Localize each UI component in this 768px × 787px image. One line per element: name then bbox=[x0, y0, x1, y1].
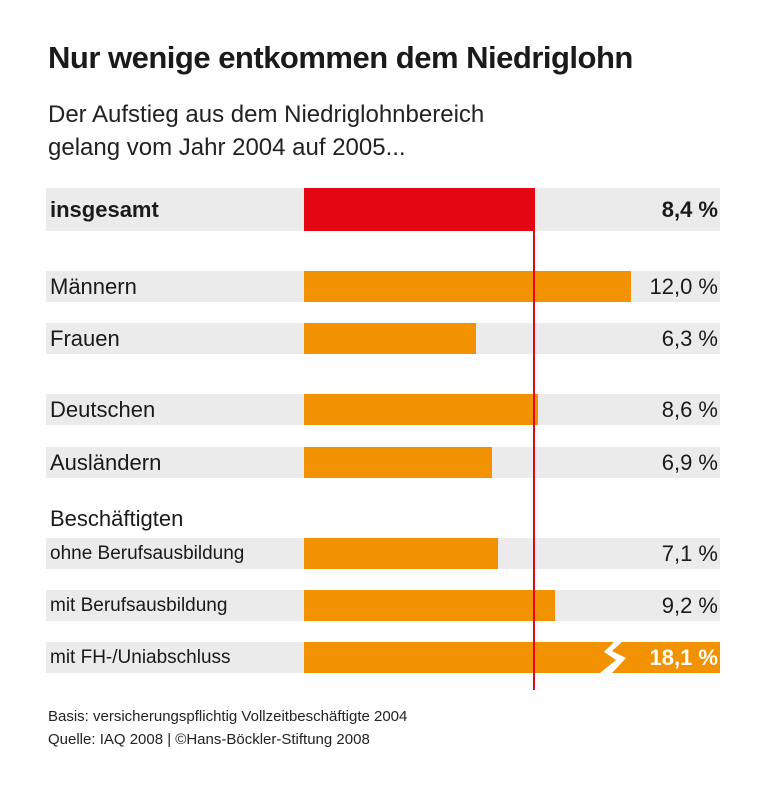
category-label: ohne Berufsausbildung bbox=[50, 542, 245, 564]
value-label: 12,0 % bbox=[649, 274, 719, 299]
value-label: 8,4 % bbox=[661, 197, 718, 222]
footer-basis: Basis: versicherungspflichtig Vollzeitbe… bbox=[48, 708, 408, 725]
value-label: 7,1 % bbox=[661, 541, 718, 566]
category-label: Deutschen bbox=[50, 397, 156, 422]
subtitle-line-1: Der Aufstieg aus dem Niedriglohnbereich bbox=[48, 101, 485, 128]
value-label: 18,1 % bbox=[649, 645, 719, 670]
category-label: mit Berufsausbildung bbox=[50, 594, 228, 616]
subtitle-line-2: gelang vom Jahr 2004 auf 2005... bbox=[48, 134, 406, 161]
bar-6 bbox=[304, 590, 555, 621]
bar-2 bbox=[304, 323, 476, 354]
bar-3 bbox=[304, 394, 539, 425]
value-label: 6,3 % bbox=[661, 326, 718, 351]
bar-7 bbox=[304, 642, 720, 673]
value-label: 9,2 % bbox=[661, 593, 718, 618]
bar-break-mark bbox=[600, 642, 626, 673]
category-label: Ausländern bbox=[50, 450, 162, 475]
category-label: mit FH-/Uniabschluss bbox=[50, 646, 231, 668]
bar-0 bbox=[304, 188, 533, 231]
category-label: Frauen bbox=[50, 326, 120, 351]
bar-5 bbox=[304, 538, 498, 569]
group-label: Beschäftigten bbox=[50, 506, 184, 531]
bar-1 bbox=[304, 271, 632, 302]
category-label: Männern bbox=[50, 274, 137, 299]
reference-line bbox=[533, 188, 535, 690]
value-label: 8,6 % bbox=[661, 397, 718, 422]
chart-subtitle: Der Aufstieg aus dem Niedriglohnbereich … bbox=[48, 98, 484, 164]
category-label: insgesamt bbox=[50, 197, 159, 222]
value-label: 6,9 % bbox=[661, 450, 718, 475]
chart-title: Nur wenige entkommen dem Niedriglohn bbox=[48, 40, 633, 75]
row-background bbox=[46, 642, 304, 673]
bar-4 bbox=[304, 447, 493, 478]
footer-source: Quelle: IAQ 2008 | ©Hans-Böckler-Stiftun… bbox=[48, 731, 370, 748]
